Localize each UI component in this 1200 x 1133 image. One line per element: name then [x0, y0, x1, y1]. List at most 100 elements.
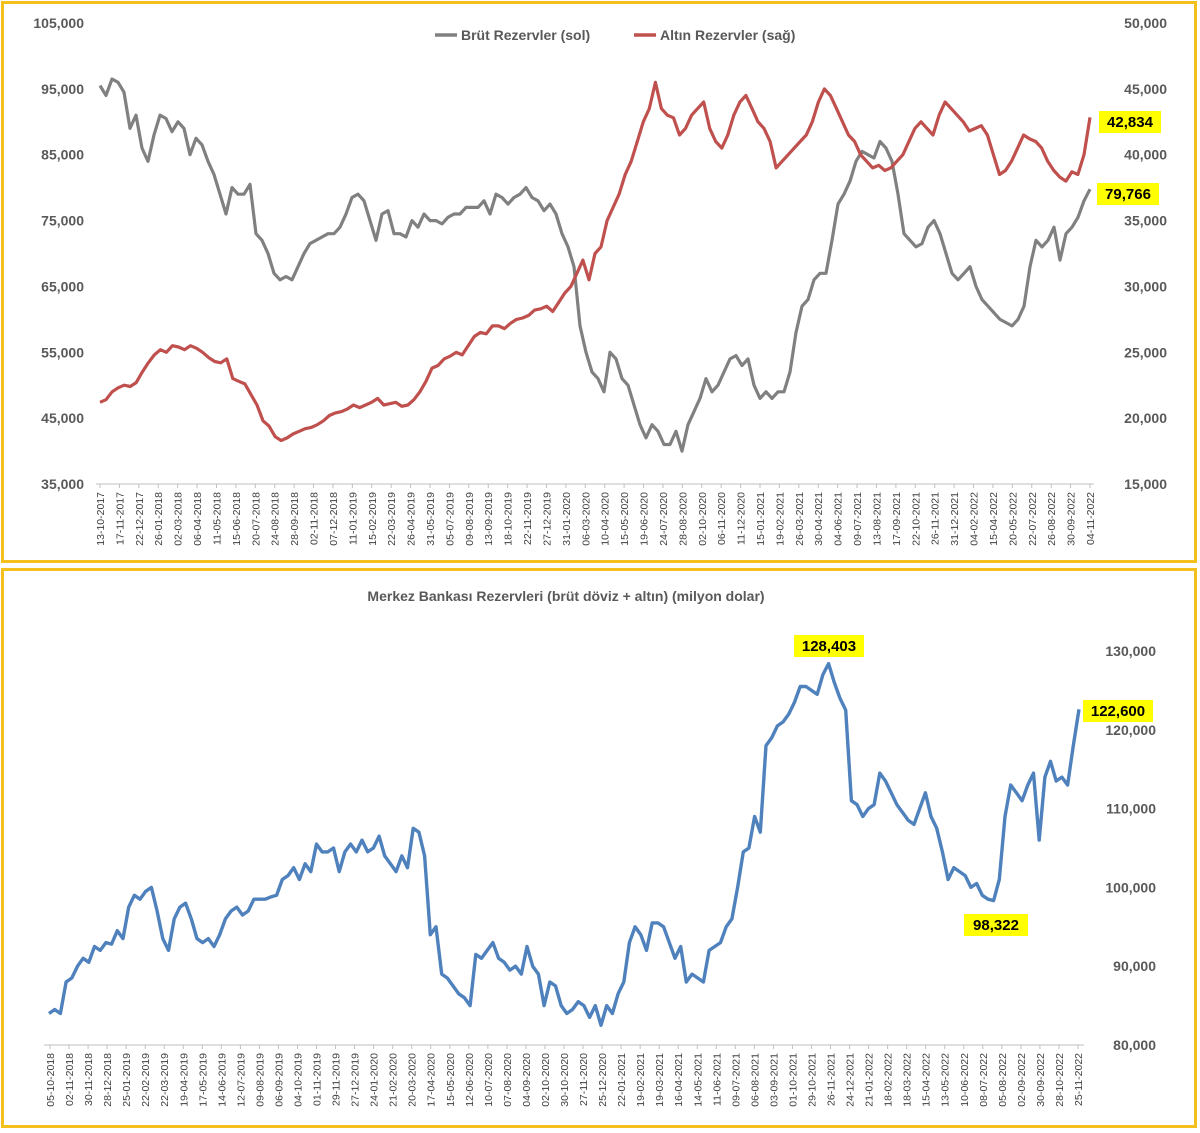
left-y-tick-label: 65,000 [41, 278, 84, 294]
y-tick-label: 120,000 [1105, 722, 1156, 738]
trough-value-callout: 98,322 [964, 914, 1028, 936]
x-tick-label: 25-01-2019 [121, 1053, 133, 1107]
x-tick-label: 17-04-2020 [426, 1053, 438, 1107]
x-tick-label: 31-01-2020 [561, 492, 573, 546]
x-tick-label: 22-02-2019 [140, 1053, 152, 1107]
x-tick-label: 03-09-2021 [768, 1053, 780, 1107]
x-tick-label: 15-01-2021 [755, 492, 767, 546]
right-y-tick-label: 20,000 [1124, 410, 1167, 426]
last-value-callout-bg [1083, 700, 1153, 722]
x-tick-label: 22-07-2022 [1027, 492, 1039, 546]
x-tick-label: 09-07-2021 [852, 492, 864, 546]
peak-value-callout-label: 128,403 [802, 638, 856, 655]
x-tick-label: 30-10-2020 [559, 1053, 571, 1107]
y-tick-label: 110,000 [1106, 801, 1156, 817]
x-tick-label: 10-06-2022 [959, 1053, 971, 1107]
x-tick-label: 06-11-2020 [716, 492, 728, 545]
x-tick-label: 25-12-2020 [597, 1053, 609, 1107]
right-y-tick-label: 45,000 [1124, 81, 1167, 97]
x-tick-label: 28-08-2020 [677, 492, 689, 546]
left-y-tick-label: 55,000 [41, 344, 84, 360]
x-tick-label: 05-08-2022 [997, 1053, 1009, 1107]
right-y-tick-label: 40,000 [1124, 147, 1167, 163]
bottom-chart-panel: Merkez Bankası Rezervleri (brüt döviz + … [1, 568, 1197, 1128]
x-tick-label: 06-03-2020 [580, 492, 592, 546]
x-tick-label: 10-04-2020 [600, 492, 612, 546]
x-tick-label: 19-02-2021 [774, 492, 786, 546]
x-tick-label: 24-08-2018 [270, 492, 282, 546]
y-tick-label: 100,000 [1105, 879, 1156, 895]
x-tick-label: 04-11-2022 [1085, 492, 1097, 545]
x-tick-label: 11-06-2021 [711, 1053, 723, 1106]
x-tick-label: 07-08-2020 [502, 1053, 514, 1107]
x-tick-label: 19-04-2019 [178, 1053, 190, 1107]
x-tick-label: 11-05-2018 [211, 492, 223, 545]
x-tick-label: 13-05-2022 [940, 1053, 952, 1107]
x-tick-label: 14-05-2021 [692, 1053, 704, 1107]
x-tick-label: 12-06-2020 [464, 1053, 476, 1107]
right-y-tick-label: 35,000 [1124, 213, 1167, 229]
left-y-tick-label: 105,000 [33, 15, 84, 31]
right-y-tick-label: 30,000 [1124, 278, 1167, 294]
gold-last-value-callout-label: 42,834 [1107, 114, 1154, 131]
gold-last-value-callout-bg [1099, 111, 1161, 133]
x-tick-label: 02-10-2020 [697, 492, 709, 546]
x-tick-label: 04-09-2020 [521, 1053, 533, 1107]
x-tick-label: 29-11-2019 [331, 1053, 343, 1106]
x-tick-label: 16-04-2021 [673, 1053, 685, 1107]
x-tick-label: 30-09-2022 [1035, 1053, 1047, 1107]
x-tick-label: 22-03-2019 [386, 492, 398, 546]
last-value-callout-label: 122,600 [1091, 703, 1145, 720]
x-tick-label: 15-05-2020 [619, 492, 631, 546]
total-reserves-line [48, 661, 1081, 1027]
x-tick-label: 20-03-2020 [407, 1053, 419, 1107]
gross-last-value-callout-label: 79,766 [1105, 186, 1151, 203]
x-tick-label: 10-07-2020 [483, 1053, 495, 1107]
gross-last-value-callout: 79,766 [1097, 183, 1159, 205]
x-tick-label: 20-07-2018 [250, 492, 262, 546]
trough-value-callout-bg [964, 914, 1028, 936]
peak-value-callout-bg [794, 635, 864, 657]
x-tick-label: 26-04-2019 [406, 492, 418, 546]
x-tick-label: 31-12-2021 [949, 492, 961, 546]
y-tick-label: 80,000 [1113, 1037, 1156, 1053]
x-tick-label: 19-06-2020 [639, 492, 651, 546]
x-tick-label: 28-12-2018 [102, 1053, 114, 1107]
x-tick-label: 22-03-2019 [159, 1053, 171, 1107]
x-tick-label: 15-02-2019 [367, 492, 379, 546]
x-tick-label: 26-03-2021 [794, 492, 806, 546]
x-tick-label: 18-03-2022 [902, 1053, 914, 1107]
x-tick-label: 08-07-2022 [978, 1053, 990, 1107]
x-tick-label: 11-12-2020 [736, 492, 748, 545]
x-tick-label: 15-04-2022 [988, 492, 1000, 546]
gross-reserves-line [98, 77, 1092, 453]
y-tick-label: 130,000 [1105, 643, 1156, 659]
x-tick-label: 27-12-2019 [350, 1053, 362, 1107]
x-tick-label: 18-10-2019 [503, 492, 515, 546]
x-tick-label: 09-08-2019 [464, 492, 476, 546]
x-tick-label: 04-02-2022 [969, 492, 981, 546]
y-tick-label: 90,000 [1113, 958, 1156, 974]
x-tick-label: 15-04-2022 [921, 1053, 933, 1107]
x-tick-label: 31-05-2019 [425, 492, 437, 546]
x-tick-label: 30-11-2018 [83, 1053, 95, 1106]
x-tick-label: 18-02-2022 [883, 1053, 895, 1107]
x-tick-label: 27-11-2020 [578, 1053, 590, 1106]
x-tick-label: 28-09-2018 [289, 492, 301, 546]
x-tick-label: 26-08-2022 [1046, 492, 1058, 546]
x-tick-label: 28-10-2022 [1054, 1053, 1066, 1107]
x-tick-label: 22-10-2021 [910, 492, 922, 546]
x-tick-label: 05-10-2018 [45, 1053, 57, 1107]
chart-title: Merkez Bankası Rezervleri (brüt döviz + … [367, 588, 764, 604]
x-tick-label: 26-01-2018 [153, 492, 165, 546]
x-tick-label: 12-07-2019 [235, 1053, 247, 1107]
x-tick-label: 21-01-2022 [864, 1053, 876, 1107]
left-y-tick-label: 35,000 [41, 476, 84, 492]
x-tick-label: 15-06-2018 [231, 492, 243, 546]
x-tick-label: 19-03-2021 [654, 1053, 666, 1107]
x-tick-label: 04-06-2021 [833, 492, 845, 546]
left-y-tick-label: 85,000 [41, 147, 84, 163]
x-tick-label: 19-02-2021 [635, 1053, 647, 1107]
legend-label-gross: Brüt Rezervler (sol) [461, 27, 590, 43]
total-reserves-chart: Merkez Bankası Rezervleri (brüt döviz + … [44, 588, 1156, 1107]
